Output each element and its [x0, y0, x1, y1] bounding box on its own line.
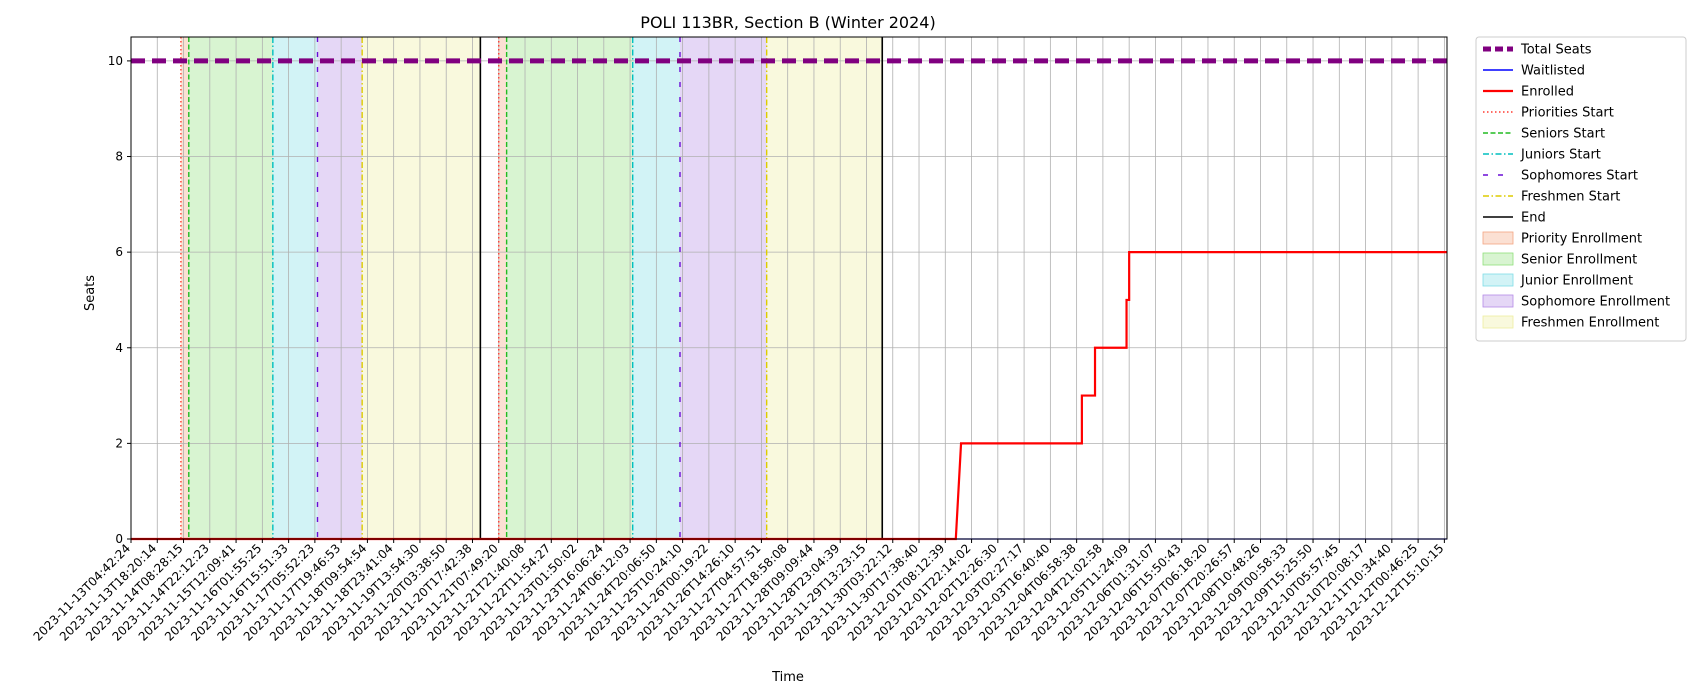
- legend-label-10: Senior Enrollment: [1521, 253, 1637, 268]
- legend-label-12: Sophomore Enrollment: [1521, 295, 1670, 310]
- y-tick-label-4: 8: [115, 150, 123, 164]
- series-line-2: [131, 251, 1447, 541]
- period-span-3-1: [679, 37, 767, 539]
- legend-label-7: Freshmen Start: [1521, 190, 1620, 205]
- legend-label-11: Junior Enrollment: [1520, 274, 1633, 289]
- legend-swatch-13: [1482, 315, 1514, 329]
- x-axis-label: Time: [771, 670, 804, 685]
- period-span-4-0: [362, 37, 481, 539]
- legend-box: [1475, 36, 1687, 342]
- period-span-3-0: [317, 37, 363, 539]
- y-axis-label: Seats: [83, 275, 98, 311]
- period-span-4-1: [766, 37, 883, 539]
- period-span-2-0: [272, 37, 318, 539]
- legend-swatch-11: [1482, 273, 1514, 287]
- legend-label-6: Sophomores Start: [1521, 169, 1638, 184]
- plot-area: 02468102023-11-13T04:42:242023-11-13T18:…: [31, 36, 1448, 644]
- y-tick-label-5: 10: [108, 54, 123, 68]
- legend-label-4: Seniors Start: [1521, 127, 1605, 142]
- period-span-0-0: [180, 37, 189, 539]
- legend-label-2: Enrolled: [1521, 85, 1574, 100]
- period-span-1-1: [506, 37, 633, 539]
- legend-label-3: Priorities Start: [1521, 106, 1614, 121]
- period-span-0-1: [498, 37, 507, 539]
- legend-label-9: Priority Enrollment: [1521, 232, 1642, 247]
- legend: Total Seats Waitlisted Enrolled Priorities …: [1475, 36, 1687, 342]
- y-tick-label-2: 4: [115, 341, 123, 355]
- y-tick-label-0: 0: [115, 532, 123, 546]
- legend-label-5: Juniors Start: [1520, 148, 1601, 163]
- legend-swatch-12: [1482, 294, 1514, 308]
- legend-label-8: End: [1521, 211, 1546, 226]
- legend-swatch-9: [1482, 231, 1514, 245]
- legend-label-13: Freshmen Enrollment: [1521, 316, 1659, 331]
- plot-frame: [130, 36, 1448, 540]
- legend-label-1: Waitlisted: [1521, 64, 1585, 79]
- legend-label-0: Total Seats: [1520, 43, 1592, 58]
- legend-swatch-10: [1482, 252, 1514, 266]
- period-span-1-0: [188, 37, 273, 539]
- chart-title: POLI 113BR, Section B (Winter 2024): [640, 13, 935, 32]
- y-tick-label-1: 2: [115, 436, 123, 450]
- y-tick-label-3: 6: [115, 245, 123, 259]
